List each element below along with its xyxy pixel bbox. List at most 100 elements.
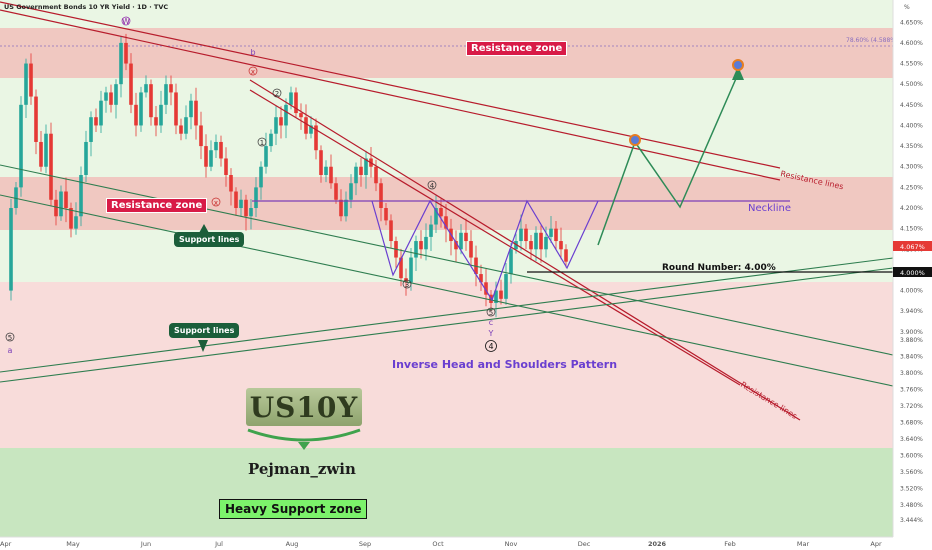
candle-body <box>484 282 488 295</box>
candle-body <box>184 117 188 134</box>
candle-body <box>479 274 483 283</box>
candle-body <box>194 100 198 126</box>
support-lines-pointer-1 <box>199 224 209 233</box>
y-tick-label: 3.560% <box>900 469 923 476</box>
candle-body <box>124 42 128 64</box>
support-lines-label-2: Support lines <box>169 323 240 338</box>
heavy-support-zone <box>0 448 893 537</box>
candle-body <box>334 183 338 200</box>
candle-body <box>434 208 438 225</box>
wave-2-circle <box>272 88 282 98</box>
candle-body <box>179 125 183 134</box>
wave-label-b: b <box>250 48 255 57</box>
candle-body <box>74 216 78 229</box>
y-tick-label: 3.900% <box>900 329 923 336</box>
wave-label-1: 1 <box>260 139 264 147</box>
y-tick-label: 4.400% <box>900 122 923 129</box>
candle-body <box>264 146 268 167</box>
candle-body <box>454 241 458 250</box>
wave-label-3: 3 <box>405 281 409 289</box>
candle-body <box>144 84 148 93</box>
resistance-line-lower-1[interactable] <box>249 79 801 421</box>
resistance-line-upper-2[interactable] <box>0 9 781 181</box>
candle-body <box>439 208 443 217</box>
candle-body <box>89 117 93 142</box>
x-tick-label: Jul <box>214 540 223 548</box>
candle-body <box>109 92 113 105</box>
candle-body <box>549 228 553 237</box>
axis-unit: % <box>904 4 910 11</box>
y-tick-label: 3.800% <box>900 370 923 377</box>
support-line-descending-2[interactable] <box>0 194 894 387</box>
candle-body <box>329 166 333 184</box>
wave-label-5-left: 5 <box>8 334 12 342</box>
y-tick-label: 4.250% <box>900 184 923 191</box>
support-line-ascending-1[interactable] <box>0 257 894 373</box>
x-tick-label: May <box>66 540 80 548</box>
heavy-support-label: Heavy Support zone <box>219 499 368 519</box>
candle-body <box>344 199 348 217</box>
candle-body <box>464 232 468 242</box>
y-tick-label: 4.350% <box>900 143 923 150</box>
candle-body <box>239 199 243 209</box>
y-tick-label: 3.880% <box>900 337 923 344</box>
wave-label-4-circled: 4 <box>488 342 493 351</box>
candle-body <box>79 174 83 217</box>
candle-body <box>214 141 218 151</box>
candle-body <box>209 150 213 167</box>
time-axis[interactable] <box>0 537 893 550</box>
candle-body <box>44 133 48 167</box>
last-price-badge: 4.067% <box>900 243 925 251</box>
candle-body <box>229 174 233 192</box>
round-number-badge: 4.000% <box>900 269 925 277</box>
logo-swoosh <box>247 428 361 450</box>
y-tick-label: 3.720% <box>900 403 923 410</box>
last-price-badge-bg <box>893 241 932 251</box>
x-tick-label: Nov <box>505 540 518 548</box>
x-tick-label: 2026 <box>648 540 667 548</box>
candle-body <box>54 199 58 217</box>
candle-body <box>304 117 308 134</box>
candle-body <box>499 290 503 299</box>
candle-body <box>274 117 278 134</box>
wave-label-x2: x <box>214 199 218 207</box>
x-tick-label: Mar <box>797 540 810 548</box>
candle-body <box>219 141 223 159</box>
wave-5-bottom-circle <box>486 307 496 317</box>
candle-body <box>514 241 518 250</box>
candle-body <box>279 117 283 126</box>
candle-body <box>299 113 303 118</box>
candle-body <box>84 141 88 175</box>
candle-body <box>94 117 98 126</box>
x-tick-label: Apr <box>870 540 882 548</box>
wave-label-c: c <box>489 318 493 327</box>
candle-body <box>49 133 53 200</box>
target-marker-2 <box>732 59 744 71</box>
y-tick-label: 3.600% <box>900 453 923 460</box>
logo-text: US10Y <box>249 390 359 424</box>
candle-body <box>529 241 533 250</box>
y-tick-label: 3.480% <box>900 502 923 509</box>
candle-body <box>14 187 18 209</box>
support-line-descending-1[interactable] <box>0 164 894 356</box>
candle-body <box>244 199 248 217</box>
candle-body <box>289 92 293 105</box>
x-tick-label: Feb <box>724 540 736 548</box>
resistance-zone-label-top: Resistance zone <box>466 41 568 56</box>
candle-body <box>139 92 143 126</box>
candle-body <box>34 96 38 142</box>
y-tick-label: 3.940% <box>900 308 923 315</box>
candle-body <box>129 63 133 105</box>
y-tick-label: 4.000% <box>900 288 923 295</box>
candle-body <box>294 92 298 114</box>
candle-body <box>19 104 23 188</box>
candle-body <box>554 228 558 242</box>
neckline-label: Neckline <box>748 203 791 214</box>
candle-body <box>429 224 433 237</box>
resistance-line-upper-1[interactable] <box>0 1 781 169</box>
y-tick-label: 4.650% <box>900 19 923 26</box>
support-line-ascending-2[interactable] <box>0 267 894 383</box>
target-marker-1 <box>629 134 641 146</box>
